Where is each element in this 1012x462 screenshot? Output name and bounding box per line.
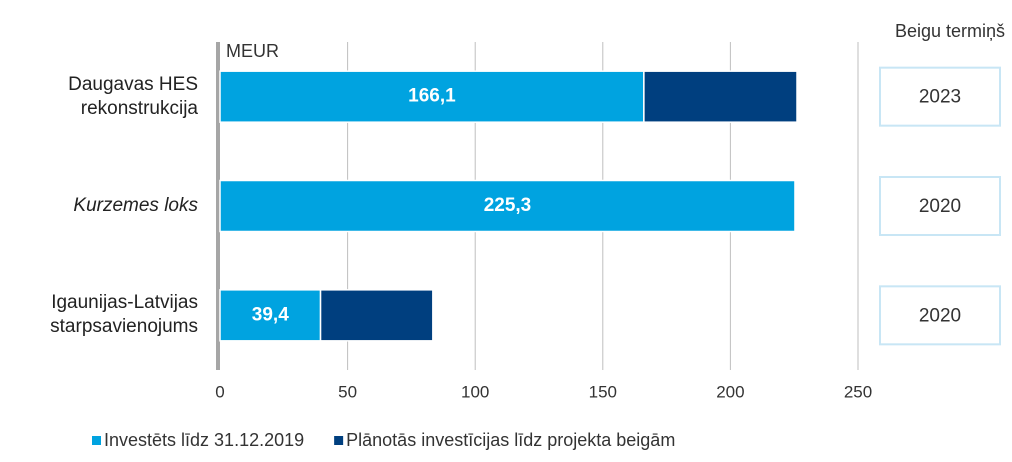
axis-label: MEUR: [226, 41, 279, 61]
end-dates-title: Beigu termiņš: [895, 21, 1005, 41]
category-label: Igaunijas-Latvijas starpsavienojums: [50, 292, 198, 338]
end-date: 2020: [919, 305, 961, 326]
legend-swatch: [334, 436, 344, 445]
legend-swatch: [92, 436, 101, 445]
end-date: 2020: [919, 196, 961, 217]
x-tick-label: 200: [716, 382, 744, 401]
bar-segment: [643, 70, 798, 123]
x-tick-label: 250: [844, 382, 872, 401]
end-date-box: [879, 176, 1001, 236]
value-label: 166,1: [408, 86, 456, 107]
x-tick-label: 100: [461, 382, 489, 401]
bar-segment: [219, 70, 645, 123]
value-label: 39,4: [252, 304, 289, 325]
x-tick-label: 0: [215, 382, 224, 401]
end-date: 2023: [919, 87, 961, 108]
x-tick-label: 50: [338, 382, 357, 401]
legend-label: Investēts līdz 31.12.2019: [104, 430, 304, 450]
legend-label: Plānotās investīcijas līdz projekta beig…: [346, 430, 675, 450]
bar-segment: [219, 179, 796, 233]
x-tick-label: 150: [589, 382, 617, 401]
category-label: Kurzemes loks: [73, 195, 198, 216]
end-date-box: [879, 285, 1001, 346]
end-date-box: [879, 66, 1001, 127]
bar-segment: [319, 289, 434, 342]
value-label: 225,3: [484, 195, 532, 216]
category-label: Daugavas HES rekonstrukcija: [68, 73, 198, 119]
bar-segment: [219, 289, 322, 342]
